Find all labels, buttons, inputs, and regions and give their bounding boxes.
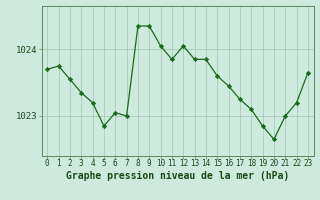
X-axis label: Graphe pression niveau de la mer (hPa): Graphe pression niveau de la mer (hPa) <box>66 171 289 181</box>
